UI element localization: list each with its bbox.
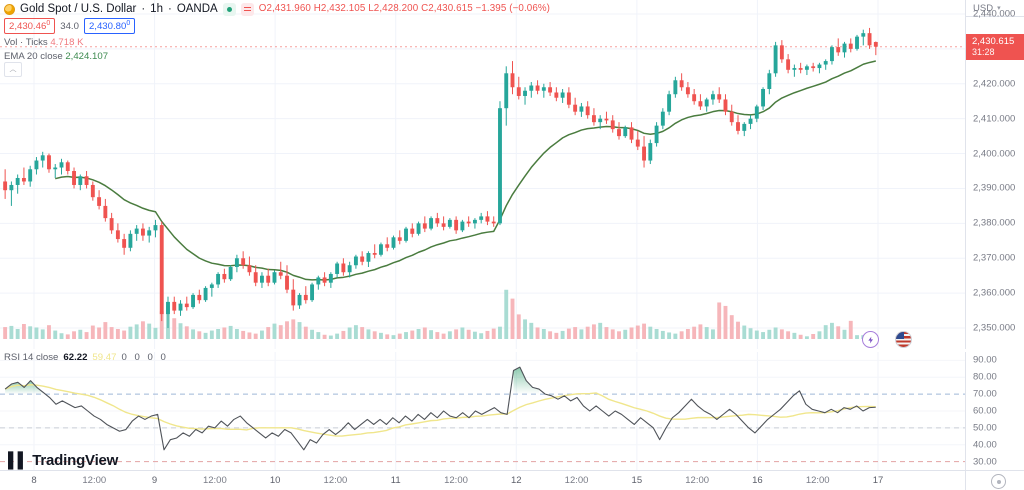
time-tick-label: 12:00 — [564, 475, 589, 486]
title-separator-2: · — [167, 3, 172, 15]
rsi-tick-label: 80.00 — [973, 371, 997, 383]
rsi-legend-value: 62.22 — [63, 352, 88, 363]
time-tick-label: 12:00 — [805, 475, 830, 486]
bar-countdown: 31:28 — [972, 46, 995, 57]
price-tick-label: 2,420.000 — [973, 78, 1016, 90]
price-tick-label: 2,380.000 — [973, 217, 1016, 229]
ohlc-values: O2,431.960 H2,432.105 L2,428.200 C2,430.… — [258, 3, 551, 14]
current-price-value: 2,430.615 — [972, 35, 1015, 47]
rsi-tick-label: 90.00 — [973, 354, 997, 366]
price-tick-label: 2,400.000 — [973, 148, 1016, 160]
spread-value: 34.0 — [60, 20, 79, 32]
price-scale[interactable]: USD ▾ 2,440.000 2,420.000 2,410.000 2,400.0… — [965, 0, 1024, 349]
us-flag-icon[interactable] — [895, 331, 912, 348]
ask-price: 2,430.80 — [88, 21, 127, 33]
price-tick-label: 2,390.000 — [973, 182, 1016, 194]
time-tick-label: 12:00 — [202, 475, 227, 486]
time-tick-label: 16 — [752, 475, 763, 486]
ema-legend-label: EMA 20 close — [4, 51, 63, 63]
price-tick-label: 2,410.000 — [973, 113, 1016, 125]
price-tick-label: 2,360.000 — [973, 287, 1016, 299]
time-tick-label: 9 — [151, 475, 158, 486]
symbol-title[interactable]: Gold Spot / U.S. Dollar — [20, 3, 137, 15]
rsi-tick-label: 50.00 — [973, 422, 997, 434]
price-tick-label: 2,440.000 — [973, 8, 1016, 20]
price-chart-svg — [0, 0, 966, 349]
chart-legend: Gold Spot / U.S. Dollar · 1h · OANDA O2,… — [4, 2, 550, 62]
rsi-legend-label: RSI 14 close — [4, 352, 59, 363]
price-tick-label: 2,370.000 — [973, 252, 1016, 264]
symbol-exchange[interactable]: OANDA — [176, 3, 218, 15]
list-menu-icon[interactable] — [240, 2, 254, 16]
ask-price-box[interactable]: 2,430.800 — [83, 18, 136, 35]
price-tick-label: 2,350.000 — [973, 322, 1016, 334]
rsi-tick-label: 70.00 — [973, 388, 997, 400]
symbol-row[interactable]: Gold Spot / U.S. Dollar · 1h · OANDA O2,… — [4, 2, 550, 16]
time-tick-label: 10 — [269, 475, 281, 486]
price-chart-pane[interactable] — [0, 0, 966, 349]
time-tick-label: 12:00 — [444, 475, 468, 486]
price-scale-unit[interactable]: USD ▾ — [966, 0, 1024, 17]
rsi-tick-label: 60.00 — [973, 405, 997, 417]
time-tick-label: 8 — [31, 475, 37, 486]
time-tick-label: 11 — [390, 475, 401, 486]
bid-price: 2,430.46 — [9, 21, 47, 33]
tradingview-logo[interactable]: ▌▌ TradingView — [8, 452, 118, 469]
rsi-scale[interactable]: 90.00 80.00 70.00 60.00 50.00 40.00 30.00 — [965, 352, 1024, 470]
quote-row: 2,430.460 34.0 2,430.800 — [4, 18, 550, 35]
rsi-indicator-pane[interactable] — [0, 352, 966, 470]
ask-price-fraction: 0 — [126, 20, 131, 27]
time-tick-label: 17 — [872, 475, 884, 486]
volume-legend-value: 4.718 K — [50, 37, 84, 49]
lightning-bolt-icon[interactable] — [862, 331, 879, 348]
title-separator-1: · — [141, 3, 146, 15]
time-tick-label: 12:00 — [685, 475, 710, 486]
bid-price-fraction: 0 — [46, 20, 51, 27]
rsi-tick-label: 40.00 — [973, 439, 997, 451]
rsi-extra-values: 0 0 0 0 — [121, 352, 169, 363]
time-tick-label: 15 — [631, 475, 643, 486]
time-scale[interactable]: 8 12:00 9 12:00 10 12:00 11 12:00 12 12:00 15 12:00… — [0, 470, 1024, 490]
tradingview-wordmark: TradingView — [32, 452, 119, 469]
rsi-chart-svg — [0, 352, 966, 470]
time-scale-divider — [965, 471, 966, 490]
rsi-legend[interactable]: RSI 14 close 62.22 59.47 0 0 0 0 — [4, 352, 168, 363]
volume-legend-label: Vol · Ticks — [4, 37, 48, 49]
tradingview-mark-icon: ▌▌ — [8, 452, 28, 469]
rsi-ma-value: 59.47 — [92, 352, 117, 363]
ema-legend-row[interactable]: EMA 20 close 2,424.107 — [4, 51, 550, 62]
chevron-down-icon[interactable]: ▾ — [997, 5, 1001, 12]
symbol-interval[interactable]: 1h — [150, 3, 163, 15]
time-tick-label: 12:00 — [323, 475, 348, 486]
gold-coin-icon — [4, 3, 15, 15]
chevron-up-icon[interactable]: ︿ — [4, 62, 22, 77]
globe-icon[interactable] — [991, 474, 1006, 489]
rsi-tick-label: 30.00 — [973, 456, 997, 468]
ema-legend-value: 2,424.107 — [65, 51, 109, 63]
bid-price-box[interactable]: 2,430.460 — [4, 18, 56, 35]
time-tick-label: 12 — [510, 475, 522, 486]
current-price-badge[interactable]: 2,430.615 31:28 — [966, 33, 1024, 60]
eye-icon[interactable] — [222, 2, 236, 16]
currency-label: USD — [973, 2, 994, 14]
time-tick-label: 12:00 — [82, 475, 107, 486]
volume-legend-row[interactable]: Vol · Ticks 4.718 K — [4, 37, 550, 48]
